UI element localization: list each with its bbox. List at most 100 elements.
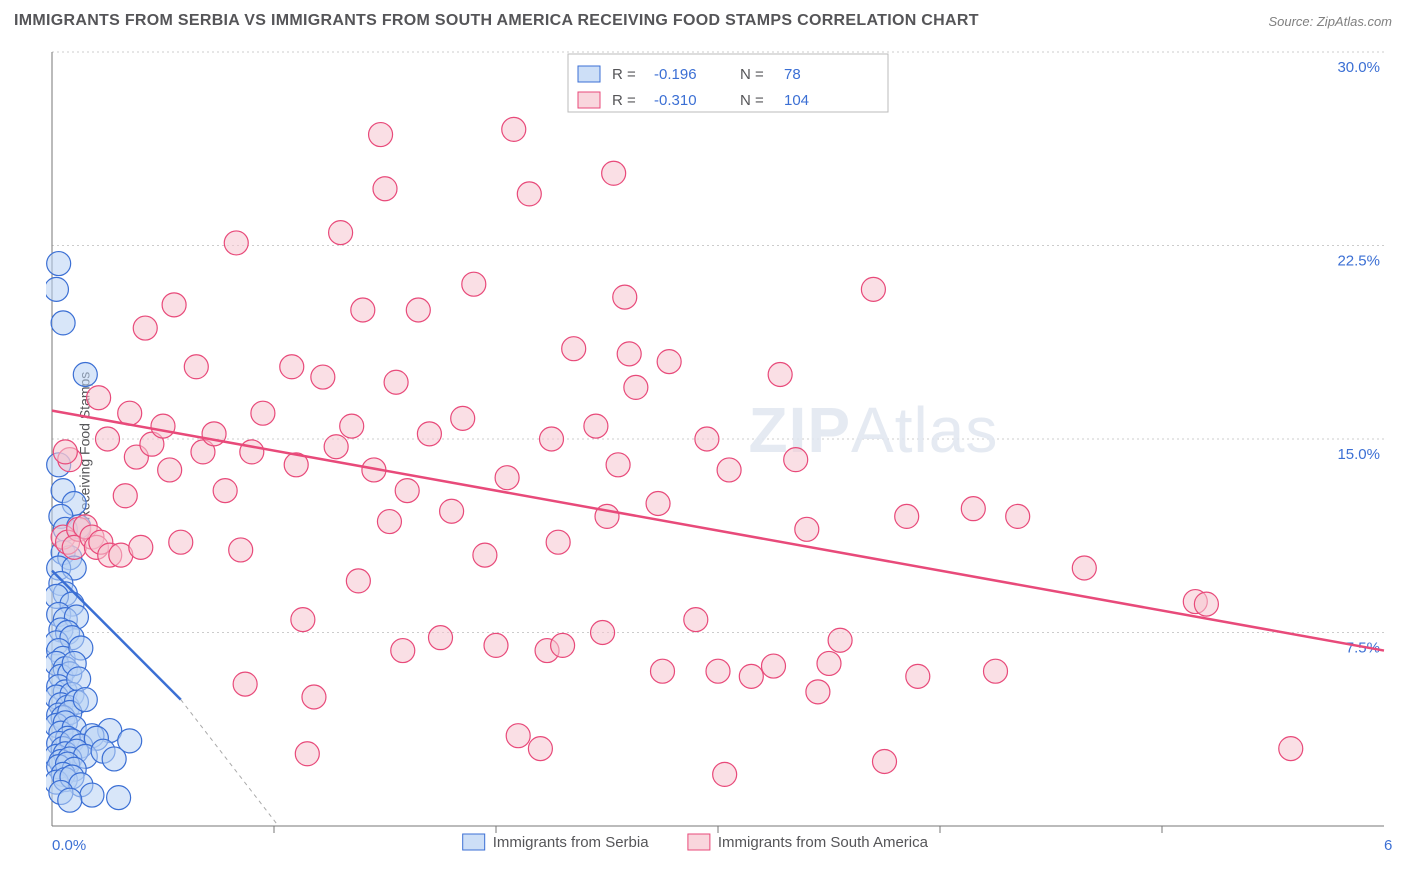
legend-swatch [578,66,600,82]
data-point [713,762,737,786]
data-point [184,355,208,379]
data-point [506,724,530,748]
data-point [158,458,182,482]
source-label: Source: ZipAtlas.com [1268,14,1392,29]
y-tick-label: 22.5% [1337,253,1380,270]
data-point [51,311,75,335]
data-point [280,355,304,379]
data-point [329,221,353,245]
data-point [133,316,157,340]
legend-r-value: -0.310 [654,92,697,109]
trend-south-america [52,411,1384,651]
data-point [562,337,586,361]
data-point [107,786,131,810]
legend-r-label: R = [612,92,636,109]
data-point [440,499,464,523]
data-point [895,504,919,528]
data-point [495,466,519,490]
bottom-legend-label: Immigrants from Serbia [493,834,650,851]
data-point [233,672,257,696]
data-point [213,479,237,503]
legend-swatch [578,92,600,108]
data-point [1072,556,1096,580]
data-point [828,628,852,652]
data-point [551,633,575,657]
data-point [657,350,681,374]
y-tick-label: 15.0% [1337,446,1380,463]
data-point [984,659,1008,683]
data-point [417,422,441,446]
data-point [395,479,419,503]
data-point [961,497,985,521]
data-point [340,414,364,438]
data-point [47,252,71,276]
data-point [73,688,97,712]
data-point [617,342,641,366]
legend-r-value: -0.196 [654,66,697,83]
data-point [58,788,82,812]
data-point [502,117,526,141]
data-point [517,182,541,206]
data-point [224,231,248,255]
data-point [151,414,175,438]
legend-n-label: N = [740,66,764,83]
data-point [613,285,637,309]
data-point [784,448,808,472]
data-point [377,510,401,534]
data-point [739,664,763,688]
trend-serbia-extension [181,700,279,826]
data-point [291,608,315,632]
y-tick-label: 30.0% [1337,59,1380,76]
data-point [351,298,375,322]
data-point [602,161,626,185]
data-point [546,530,570,554]
data-point [251,401,275,425]
data-point [96,427,120,451]
data-point [1006,504,1030,528]
data-point [861,277,885,301]
data-point [373,177,397,201]
data-point [369,123,393,147]
data-point [169,530,193,554]
bottom-legend-swatch [463,834,485,850]
data-point [462,272,486,296]
legend-n-value: 78 [784,66,801,83]
bottom-legend-label: Immigrants from South America [718,834,929,851]
data-point [118,401,142,425]
data-point [80,783,104,807]
data-point [87,386,111,410]
data-point [102,747,126,771]
data-point [302,685,326,709]
data-point [46,277,68,301]
data-point [384,370,408,394]
data-point [624,375,648,399]
data-point [717,458,741,482]
data-point [706,659,730,683]
data-point [606,453,630,477]
bottom-legend-swatch [688,834,710,850]
data-point [646,492,670,516]
data-point [129,535,153,559]
legend-n-value: 104 [784,92,809,109]
chart-title: IMMIGRANTS FROM SERBIA VS IMMIGRANTS FRO… [14,12,979,29]
data-point [162,293,186,317]
x-end-label: 60.0% [1384,837,1392,854]
chart-area: 7.5%15.0%22.5%30.0%ZIPAtlas0.0%60.0%R =-… [46,46,1392,856]
data-point [406,298,430,322]
data-point [651,659,675,683]
data-point [817,651,841,675]
data-point [684,608,708,632]
data-point [295,742,319,766]
data-point [311,365,335,389]
data-point [473,543,497,567]
data-point [795,517,819,541]
data-point [873,750,897,774]
data-point [240,440,264,464]
data-point [906,664,930,688]
data-point [540,427,564,451]
x-start-label: 0.0% [52,837,86,854]
data-point [1194,592,1218,616]
series-south-america [51,117,1303,786]
data-point [53,440,77,464]
data-point [768,363,792,387]
